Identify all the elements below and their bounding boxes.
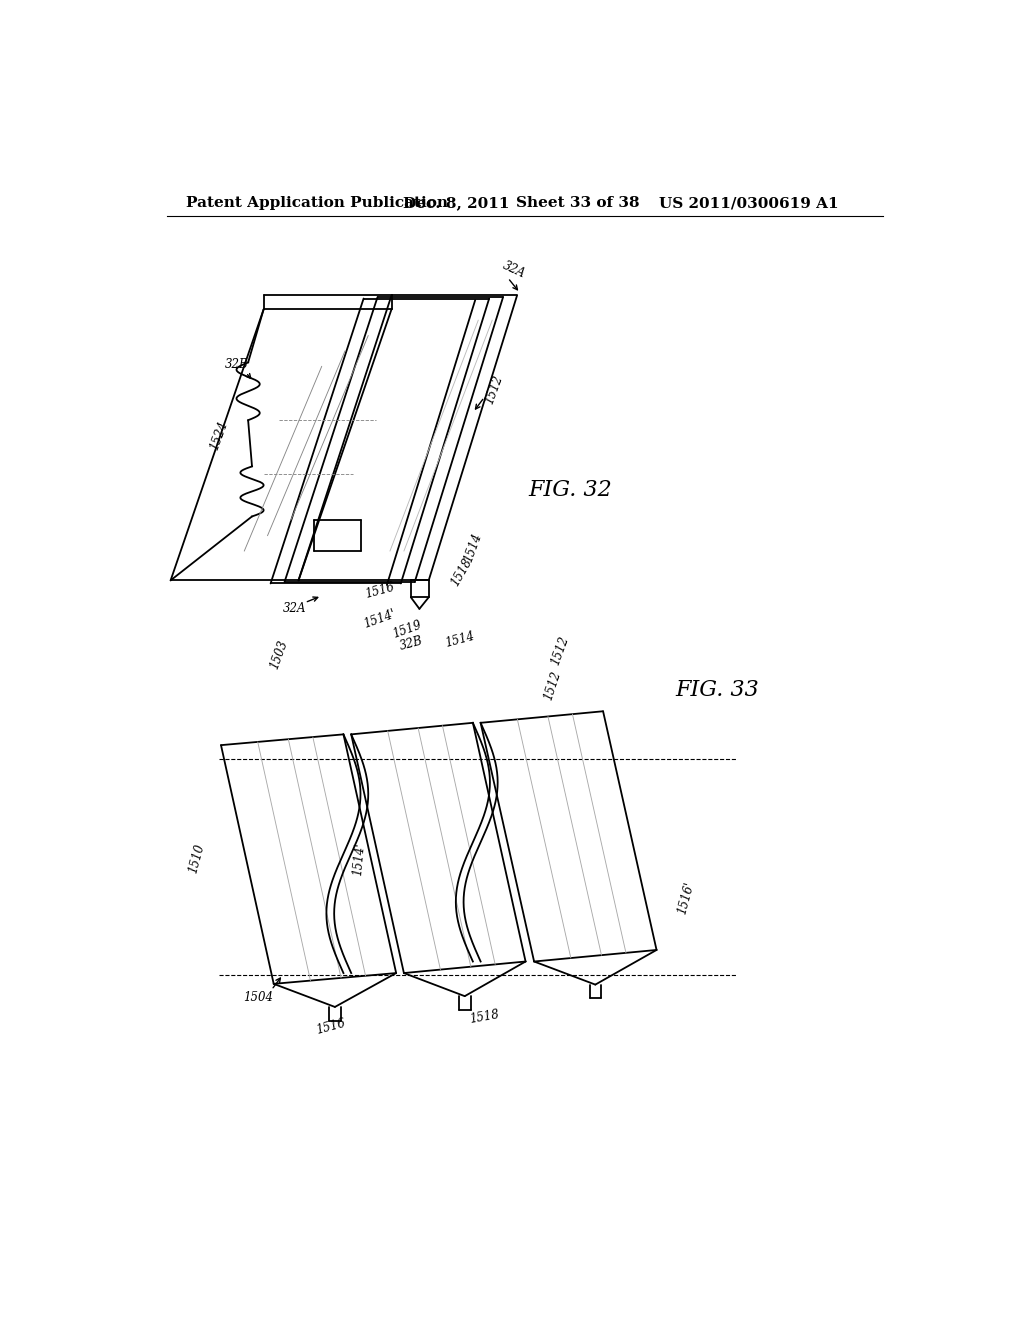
Text: 1514: 1514	[462, 531, 484, 564]
Text: 1516': 1516'	[676, 880, 696, 915]
Text: FIG. 33: FIG. 33	[675, 678, 759, 701]
Text: 1512: 1512	[549, 635, 571, 668]
Text: 1512: 1512	[482, 374, 505, 405]
Text: 1518: 1518	[469, 1008, 501, 1026]
Text: 1504: 1504	[244, 991, 273, 1005]
Text: 32B: 32B	[224, 358, 248, 371]
Text: Patent Application Publication: Patent Application Publication	[186, 197, 449, 210]
Text: 1524: 1524	[208, 420, 230, 451]
Text: 1516: 1516	[364, 581, 396, 602]
Text: FIG. 32: FIG. 32	[528, 479, 611, 500]
Text: 32B: 32B	[397, 634, 424, 653]
Text: Dec. 8, 2011: Dec. 8, 2011	[403, 197, 510, 210]
Text: 1514: 1514	[443, 630, 476, 649]
Text: US 2011/0300619 A1: US 2011/0300619 A1	[658, 197, 839, 210]
Text: 32A: 32A	[283, 602, 306, 615]
Text: 1516: 1516	[314, 1016, 347, 1038]
Text: 1514': 1514'	[351, 842, 367, 876]
Text: 32A: 32A	[501, 259, 527, 281]
Text: 1510: 1510	[186, 843, 207, 875]
Text: 1503: 1503	[268, 639, 291, 672]
Text: 1514': 1514'	[362, 607, 397, 631]
Text: 1512: 1512	[542, 669, 563, 702]
Text: 1518: 1518	[449, 557, 474, 589]
Text: Sheet 33 of 38: Sheet 33 of 38	[515, 197, 639, 210]
Text: 1519: 1519	[391, 618, 423, 642]
